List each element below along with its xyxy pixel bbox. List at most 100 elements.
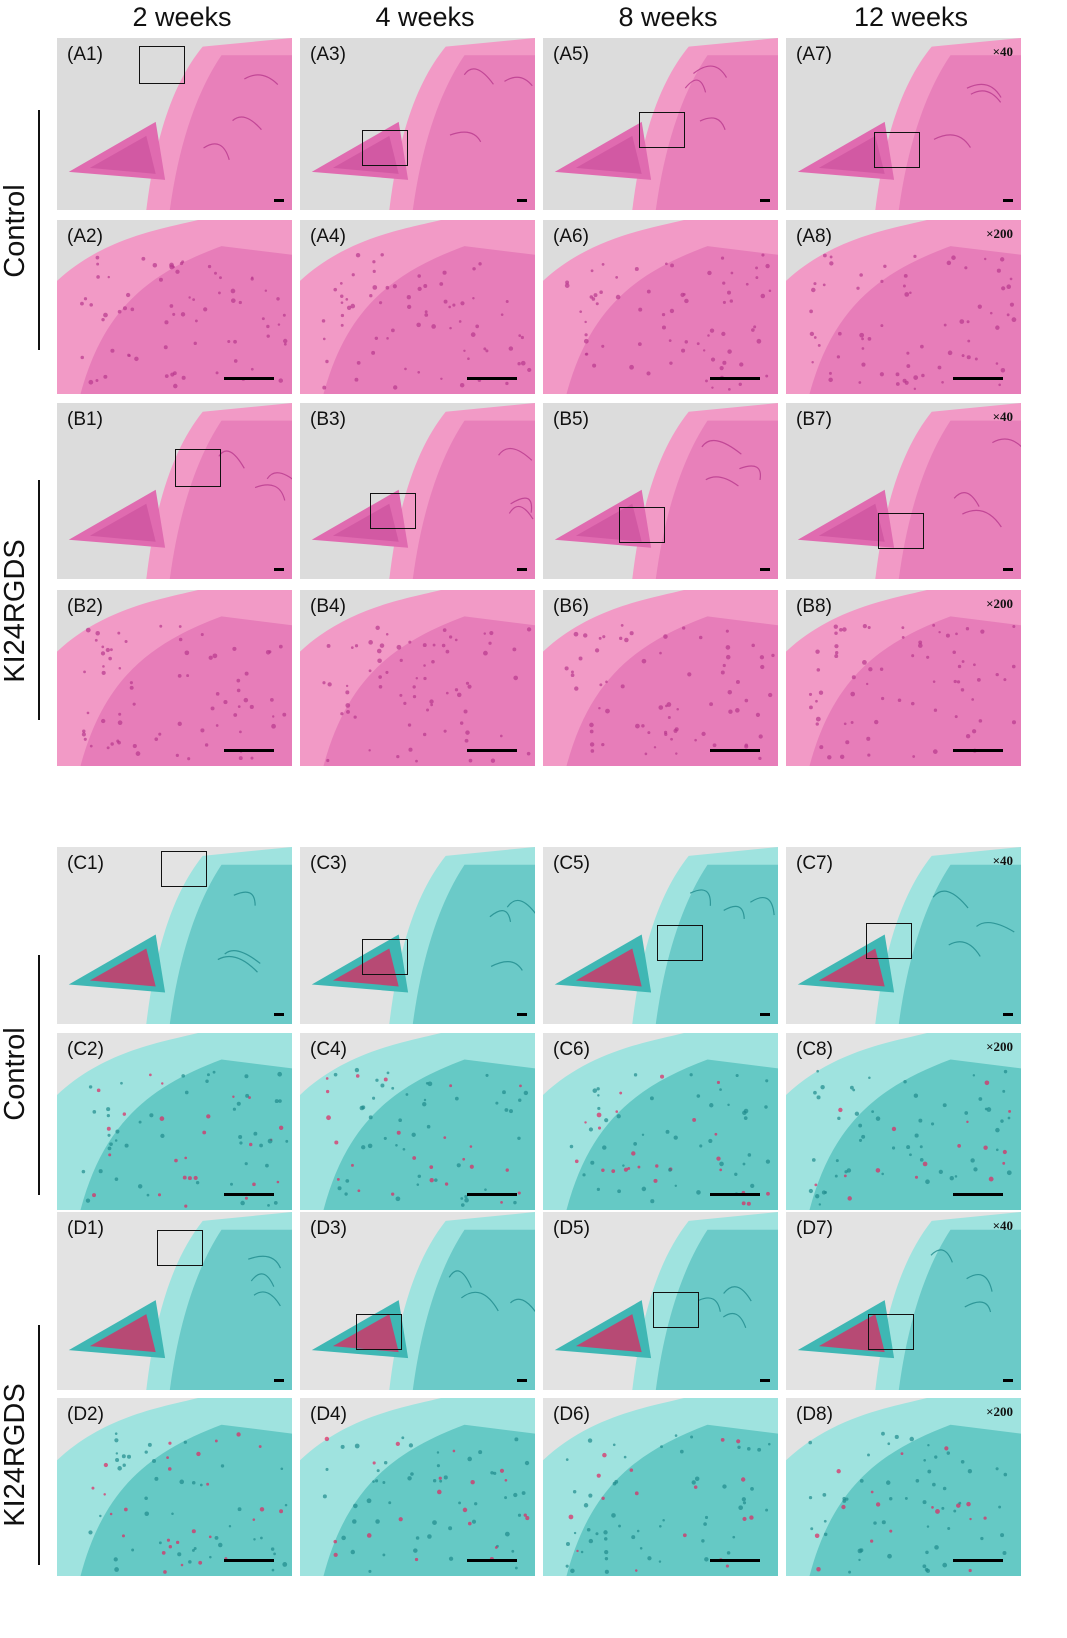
cell-nucleus <box>106 1114 110 1118</box>
cell-nucleus <box>965 627 970 631</box>
cell-nucleus <box>144 1496 148 1500</box>
cell-nucleus <box>658 1560 662 1563</box>
cell-nucleus <box>969 1517 972 1521</box>
cell-nucleus <box>867 753 871 757</box>
cell-nucleus <box>215 692 220 696</box>
cell-nucleus <box>1001 286 1006 291</box>
cell-nucleus <box>434 1178 438 1182</box>
panel-b5: (B5) <box>543 403 778 579</box>
cell-nucleus <box>188 296 191 299</box>
micrograph-d4 <box>300 1398 535 1576</box>
cell-nucleus <box>689 1073 693 1077</box>
cell-nucleus <box>765 1508 769 1512</box>
cell-nucleus <box>439 1479 443 1483</box>
cell-nucleus <box>691 1480 696 1485</box>
region-of-interest-box <box>157 1230 203 1266</box>
row-divider-he-treated <box>38 480 40 720</box>
cell-nucleus <box>676 707 679 711</box>
cell-nucleus <box>903 1079 907 1084</box>
tissue-fissure <box>684 79 707 93</box>
cell-nucleus <box>835 1159 839 1163</box>
cell-nucleus <box>923 1458 926 1462</box>
micrograph-a2 <box>57 220 292 394</box>
cell-nucleus <box>249 1142 253 1147</box>
cell-nucleus <box>895 382 900 386</box>
cell-nucleus <box>573 631 579 637</box>
cell-nucleus <box>938 1169 943 1175</box>
scale-bar <box>710 1559 760 1562</box>
cell-nucleus <box>181 1074 185 1078</box>
cell-nucleus <box>960 688 965 692</box>
cell-nucleus <box>694 738 697 742</box>
cell-nucleus <box>669 361 673 365</box>
cell-nucleus <box>284 1503 288 1507</box>
cell-nucleus <box>233 339 237 344</box>
cell-nucleus <box>415 1536 420 1540</box>
cell-nucleus <box>583 338 589 344</box>
micrograph-a5 <box>543 38 778 210</box>
cell-nucleus <box>875 1502 881 1507</box>
cell-nucleus <box>918 640 923 645</box>
cell-nucleus <box>460 301 465 306</box>
panel-b8: (B8) ×200 <box>786 590 1021 766</box>
cell-nucleus <box>629 1468 634 1472</box>
cell-nucleus <box>273 1552 276 1556</box>
cell-nucleus <box>620 684 625 689</box>
cell-nucleus <box>995 362 999 365</box>
cell-nucleus <box>371 350 376 355</box>
cell-nucleus <box>206 1114 211 1119</box>
cell-nucleus <box>868 1076 871 1080</box>
cell-nucleus <box>448 305 451 309</box>
cell-nucleus <box>699 1144 703 1148</box>
cell-nucleus <box>682 1533 687 1538</box>
cell-nucleus <box>932 749 938 754</box>
cell-nucleus <box>478 1450 483 1455</box>
cell-nucleus <box>978 719 983 723</box>
cell-nucleus <box>103 1462 108 1468</box>
cell-nucleus <box>200 633 204 637</box>
scale-bar <box>467 1559 517 1562</box>
cell-nucleus <box>95 379 99 382</box>
cell-nucleus <box>489 630 494 636</box>
cell-nucleus <box>922 1500 927 1505</box>
safranin-stained-cartilage <box>575 1314 642 1353</box>
magnification-label: ×200 <box>986 226 1013 241</box>
cell-nucleus <box>233 713 238 717</box>
cell-nucleus <box>574 1159 579 1164</box>
region-of-interest-box <box>362 130 408 166</box>
cell-nucleus <box>735 708 740 713</box>
cell-nucleus <box>422 643 427 648</box>
cell-nucleus <box>629 631 634 636</box>
cell-nucleus <box>822 283 826 287</box>
tissue-fissure <box>705 476 739 487</box>
cell-nucleus <box>741 1201 746 1206</box>
cell-nucleus <box>971 698 975 701</box>
cell-nucleus <box>947 1527 951 1531</box>
cell-nucleus <box>707 334 710 337</box>
cell-nucleus <box>995 1148 999 1152</box>
cell-nucleus <box>814 1183 818 1187</box>
cell-nucleus <box>921 373 925 378</box>
cell-nucleus <box>379 301 383 305</box>
cell-nucleus <box>122 1112 127 1116</box>
cell-nucleus <box>88 379 94 385</box>
cell-nucleus <box>602 1452 607 1458</box>
cell-nucleus <box>583 633 588 638</box>
cell-nucleus <box>134 356 139 362</box>
cell-nucleus <box>846 1168 852 1173</box>
panel-label: (A1) <box>67 44 103 65</box>
cell-nucleus <box>746 1201 751 1206</box>
micrograph-d5 <box>543 1212 778 1390</box>
cell-nucleus <box>919 1145 923 1149</box>
micrograph-d3 <box>300 1212 535 1390</box>
stained-cartilage <box>332 135 399 174</box>
cell-nucleus <box>838 1107 843 1113</box>
cell-nucleus <box>861 337 864 341</box>
cell-nucleus <box>771 653 775 658</box>
cell-nucleus <box>818 1203 822 1206</box>
cell-nucleus <box>444 1182 449 1186</box>
cell-nucleus <box>368 1115 373 1120</box>
cell-nucleus <box>368 749 371 752</box>
cell-nucleus <box>490 1471 494 1475</box>
cell-nucleus <box>584 333 588 337</box>
